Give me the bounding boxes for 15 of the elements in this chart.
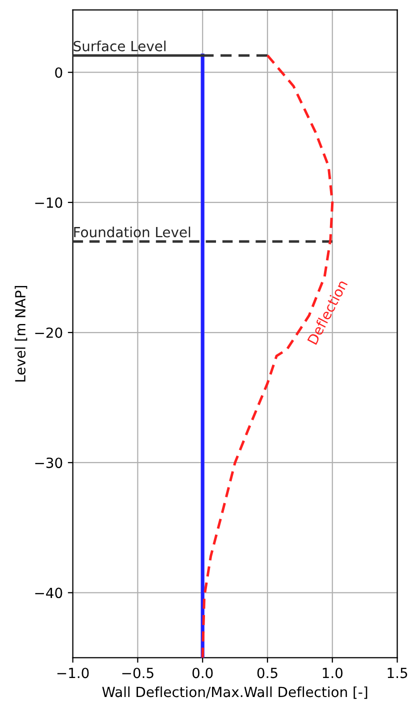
x-tick-label: 1.5: [388, 668, 408, 678]
y-axis-title: Level [m NAP]: [14, 286, 28, 382]
x-axis-title: Wall Deflection/Max.Wall Deflection [-]: [102, 686, 368, 699]
x-tick-label: 0.0: [192, 668, 213, 678]
x-tick-label: −0.5: [122, 668, 154, 678]
annotation: Surface Level: [74, 40, 166, 52]
y-tick-label: −30: [35, 458, 62, 468]
x-tick-label: 0.5: [257, 668, 278, 678]
y-tick-label: −20: [35, 327, 62, 338]
y-tick-label: −10: [35, 197, 62, 208]
x-tick-label: −1.0: [57, 668, 89, 678]
y-tick-label: 0: [55, 67, 62, 78]
annotation: Foundation Level: [74, 226, 190, 238]
x-tick-label: 1.0: [322, 668, 343, 678]
y-tick-label: −40: [35, 588, 62, 598]
